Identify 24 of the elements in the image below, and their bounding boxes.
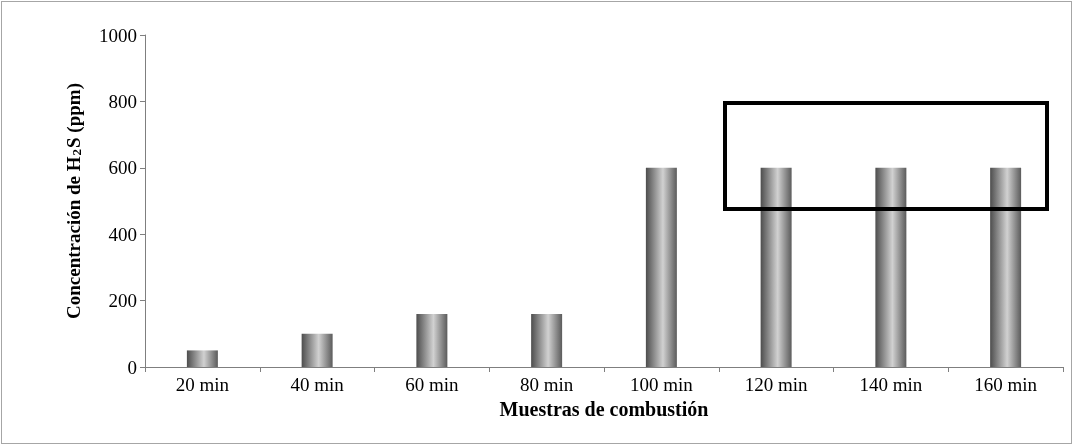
y-axis-title: Concentración de H2S (ppm) [63, 83, 85, 319]
bar [301, 333, 333, 367]
y-tick-label: 800 [108, 90, 137, 112]
y-tick-label: 0 [127, 356, 137, 378]
x-tick-label: 100 min [629, 374, 694, 395]
x-tick-label: 160 min [974, 374, 1038, 395]
y-tick-label: 200 [108, 290, 137, 312]
bar [531, 313, 563, 367]
y-tick-label: 1000 [99, 24, 137, 46]
x-tick-label: 120 min [744, 374, 809, 395]
y-tick-label: 600 [108, 157, 137, 179]
x-tick-label: 40 min [290, 374, 345, 395]
bar [875, 167, 907, 367]
x-tick-label: 60 min [405, 374, 460, 395]
bar [990, 167, 1022, 367]
x-axis-title: Muestras de combustión [499, 397, 709, 420]
bar [186, 350, 218, 367]
bar [416, 313, 448, 367]
x-tick-label: 80 min [519, 374, 574, 395]
bar [645, 167, 677, 367]
y-tick-label: 400 [108, 223, 137, 245]
x-tick-label: 20 min [175, 374, 230, 395]
bar [760, 167, 792, 367]
x-tick-label: 140 min [859, 374, 923, 395]
